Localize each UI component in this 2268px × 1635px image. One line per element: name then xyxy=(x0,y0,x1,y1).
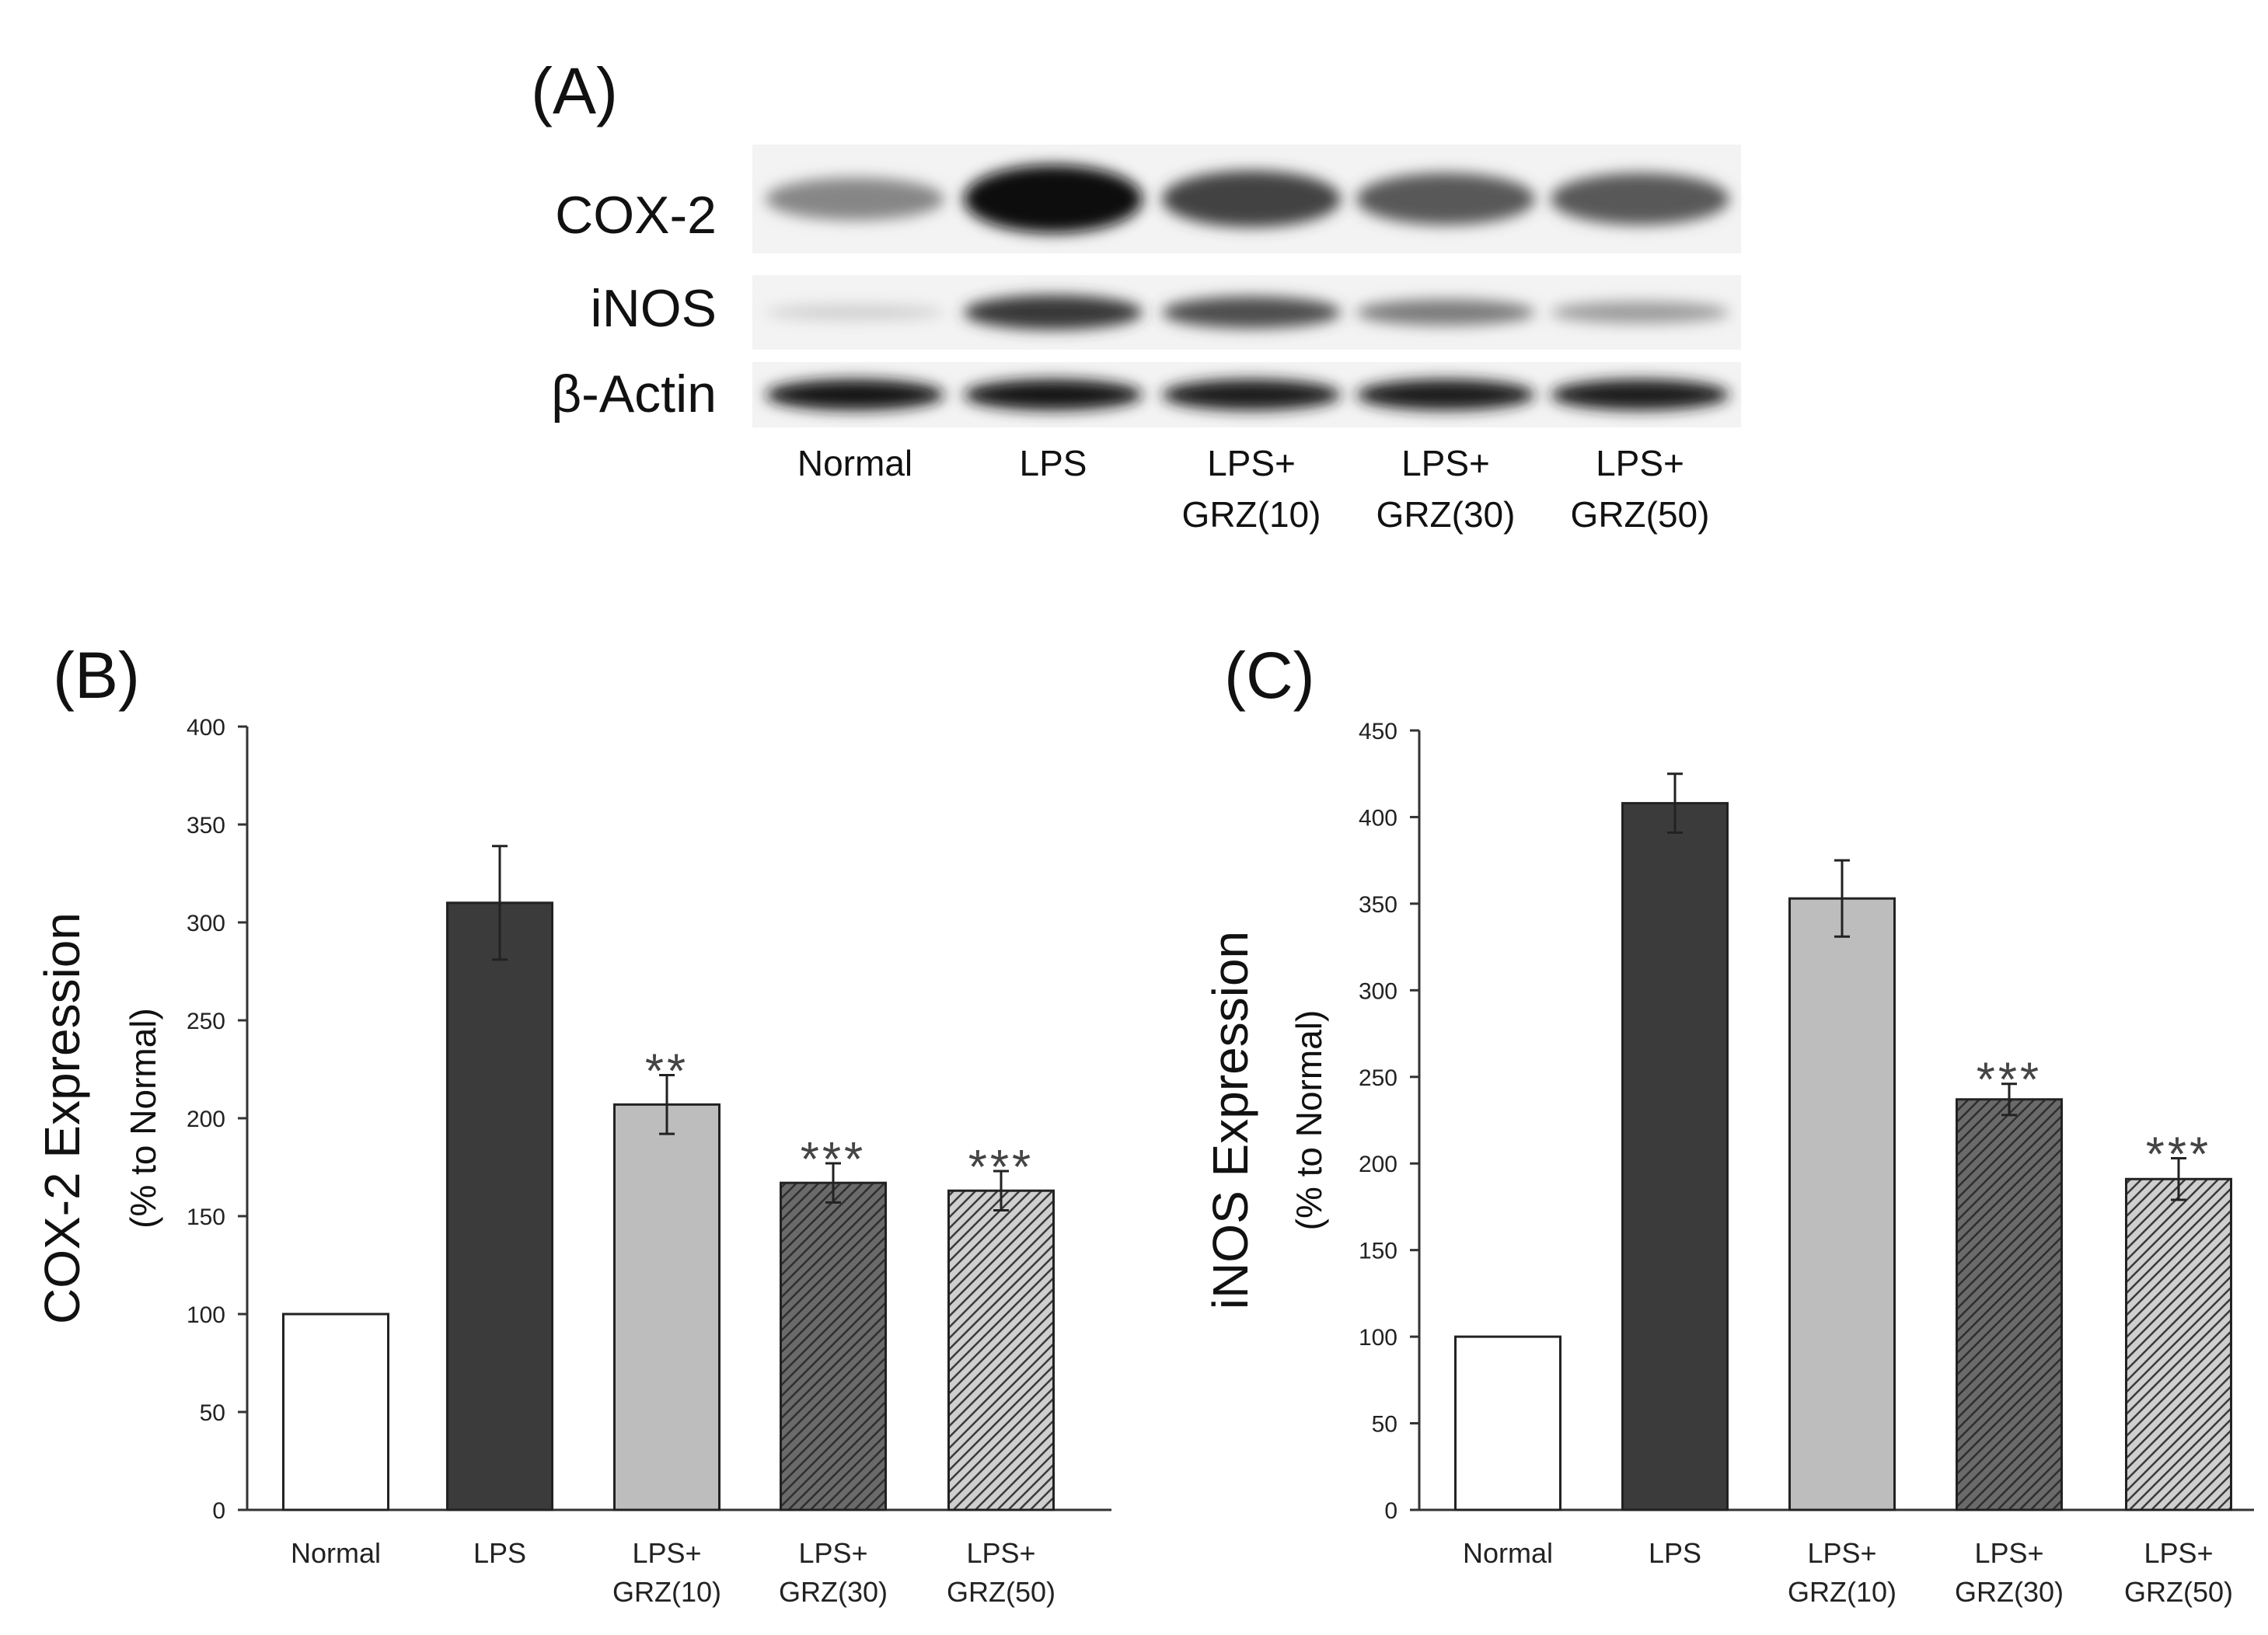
lane-label: LPS+ xyxy=(1207,443,1296,483)
blot-band xyxy=(1162,296,1341,329)
y-axis-title: iNOS Expression xyxy=(1202,931,1258,1309)
significance-label: *** xyxy=(1977,1054,2042,1107)
lane-label: LPS xyxy=(1020,443,1087,483)
y-axis-subtitle: (% to Normal) xyxy=(123,1008,163,1229)
blot-band xyxy=(1356,379,1535,410)
blot-row-label: iNOS xyxy=(591,279,717,338)
blot-row-label: β-Actin xyxy=(551,364,717,424)
blot-row: iNOS xyxy=(591,275,1741,350)
blot-band xyxy=(1551,379,1729,410)
y-tick-label: 350 xyxy=(187,813,225,838)
y-tick-label: 150 xyxy=(1359,1239,1397,1264)
bar xyxy=(1956,1098,2063,1511)
y-tick-label: 400 xyxy=(1359,805,1397,831)
blot-band xyxy=(964,165,1143,233)
x-tick-label: LPS+ xyxy=(632,1537,701,1569)
y-tick-label: 100 xyxy=(187,1302,225,1328)
x-tick-label: LPS+ xyxy=(1974,1537,2043,1569)
y-tick-label: 300 xyxy=(187,911,225,936)
y-axis-subtitle: (% to Normal) xyxy=(1289,1010,1329,1231)
blot-band xyxy=(1162,170,1341,228)
blot-row: COX-2 xyxy=(555,145,1741,253)
lane-label: GRZ(50) xyxy=(1571,494,1710,535)
panel-label: (C) xyxy=(1224,639,1315,712)
x-tick-label: GRZ(10) xyxy=(1788,1576,1896,1608)
bar xyxy=(282,1313,389,1511)
y-tick-label: 0 xyxy=(1384,1498,1397,1524)
panel-a-label: (A) xyxy=(531,54,618,127)
y-tick-label: 400 xyxy=(187,715,225,741)
x-tick-label: GRZ(50) xyxy=(2124,1576,2233,1608)
x-tick-label: GRZ(30) xyxy=(1955,1576,2064,1608)
bar xyxy=(2125,1177,2232,1511)
panel-label: (B) xyxy=(53,639,140,712)
blot-band xyxy=(964,295,1143,330)
lane-label: GRZ(30) xyxy=(1377,494,1516,535)
lane-label: GRZ(10) xyxy=(1182,494,1321,535)
bar xyxy=(1788,897,1896,1511)
y-tick-label: 300 xyxy=(1359,978,1397,1004)
x-tick-label: Normal xyxy=(1463,1537,1553,1569)
blot-row: β-Actin xyxy=(551,362,1741,427)
bar xyxy=(446,901,553,1511)
blot-band xyxy=(1551,173,1729,225)
blot-band xyxy=(964,379,1143,410)
lane-label: Normal xyxy=(797,443,912,483)
y-tick-label: 450 xyxy=(1359,719,1397,744)
blot-band xyxy=(766,177,944,221)
y-tick-label: 100 xyxy=(1359,1325,1397,1351)
y-tick-label: 250 xyxy=(1359,1065,1397,1091)
x-tick-label: GRZ(10) xyxy=(612,1576,721,1608)
chart-panel-b: (B) 0 50 100 150 200 250 300 350 400 COX-2 Express… xyxy=(34,639,1111,1608)
bar xyxy=(947,1189,1055,1511)
blot-band xyxy=(766,304,944,321)
y-tick-label: 200 xyxy=(187,1107,225,1132)
x-tick-label: GRZ(30) xyxy=(779,1576,888,1608)
lane-label: LPS+ xyxy=(1401,443,1490,483)
blot-band xyxy=(1356,173,1535,225)
y-tick-label: 50 xyxy=(200,1400,225,1426)
y-tick-label: 150 xyxy=(187,1204,225,1230)
significance-label: ** xyxy=(645,1045,689,1099)
blot-band xyxy=(1356,299,1535,326)
x-tick-label: LPS+ xyxy=(1807,1537,1876,1569)
bar xyxy=(780,1181,887,1511)
x-tick-label: LPS+ xyxy=(798,1537,867,1569)
y-tick-label: 200 xyxy=(1359,1152,1397,1177)
bar xyxy=(613,1103,721,1511)
y-axis-title: COX-2 Expression xyxy=(34,912,90,1324)
x-tick-label: LPS+ xyxy=(966,1537,1035,1569)
x-tick-label: LPS xyxy=(473,1537,526,1569)
y-tick-label: 50 xyxy=(1372,1412,1397,1438)
panel-a-western-blot: (A) COX-2 iNOS β-Actin Normal LPS LPS+ GRZ(10… xyxy=(531,54,1741,535)
blot-band xyxy=(1551,301,1729,324)
x-tick-label: LPS xyxy=(1649,1537,1701,1569)
x-tick-label: LPS+ xyxy=(2144,1537,2213,1569)
lane-label: LPS+ xyxy=(1596,443,1684,483)
blot-row-label: COX-2 xyxy=(555,186,717,245)
y-tick-label: 250 xyxy=(187,1009,225,1034)
blot-band xyxy=(1162,379,1341,410)
significance-label: *** xyxy=(968,1141,1034,1194)
significance-label: *** xyxy=(2146,1128,2211,1182)
bar xyxy=(1621,802,1729,1511)
x-tick-label: Normal xyxy=(291,1537,381,1569)
chart-panel-c: (C) 0 50 100 150 200 250 300 350 400 450 iNOS Expre… xyxy=(1202,639,2254,1608)
significance-label: *** xyxy=(801,1133,866,1187)
x-tick-label: GRZ(50) xyxy=(947,1576,1055,1608)
y-tick-label: 350 xyxy=(1359,892,1397,918)
blot-band xyxy=(766,379,944,410)
bar xyxy=(1454,1335,1561,1511)
y-tick-label: 0 xyxy=(212,1498,225,1524)
